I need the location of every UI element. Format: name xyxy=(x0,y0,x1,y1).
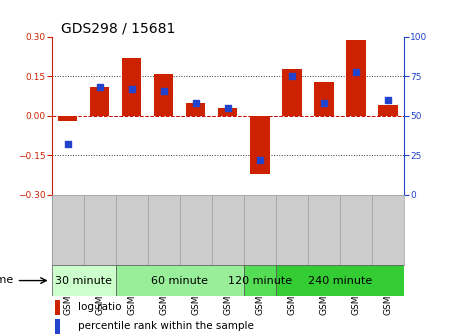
Bar xyxy=(282,69,302,116)
Point xyxy=(224,106,232,111)
Point xyxy=(321,100,328,106)
Text: 120 minute: 120 minute xyxy=(228,276,292,286)
Bar xyxy=(218,108,238,116)
Point xyxy=(160,88,167,93)
Text: 240 minute: 240 minute xyxy=(308,276,372,286)
Point xyxy=(256,158,264,163)
Text: 30 minute: 30 minute xyxy=(55,276,112,286)
Point xyxy=(64,142,71,147)
Bar xyxy=(347,40,365,116)
Bar xyxy=(55,319,60,334)
Text: 60 minute: 60 minute xyxy=(151,276,208,286)
Bar xyxy=(244,265,276,296)
Point xyxy=(352,69,360,74)
Text: percentile rank within the sample: percentile rank within the sample xyxy=(78,321,254,331)
Text: GDS298 / 15681: GDS298 / 15681 xyxy=(61,21,175,35)
Bar xyxy=(122,58,141,116)
Bar xyxy=(250,116,269,174)
Bar xyxy=(55,300,60,315)
Bar xyxy=(58,116,77,121)
Bar xyxy=(116,265,244,296)
Bar xyxy=(90,87,109,116)
Point xyxy=(288,74,295,79)
Point xyxy=(192,100,199,106)
Point xyxy=(96,85,103,90)
Bar xyxy=(52,265,116,296)
Bar xyxy=(314,82,334,116)
Text: log ratio: log ratio xyxy=(78,302,122,312)
Point xyxy=(128,86,135,92)
Bar xyxy=(379,106,398,116)
Bar xyxy=(154,74,173,116)
Text: time: time xyxy=(0,275,14,285)
Point xyxy=(384,97,392,103)
Bar xyxy=(276,265,404,296)
Bar xyxy=(186,103,206,116)
